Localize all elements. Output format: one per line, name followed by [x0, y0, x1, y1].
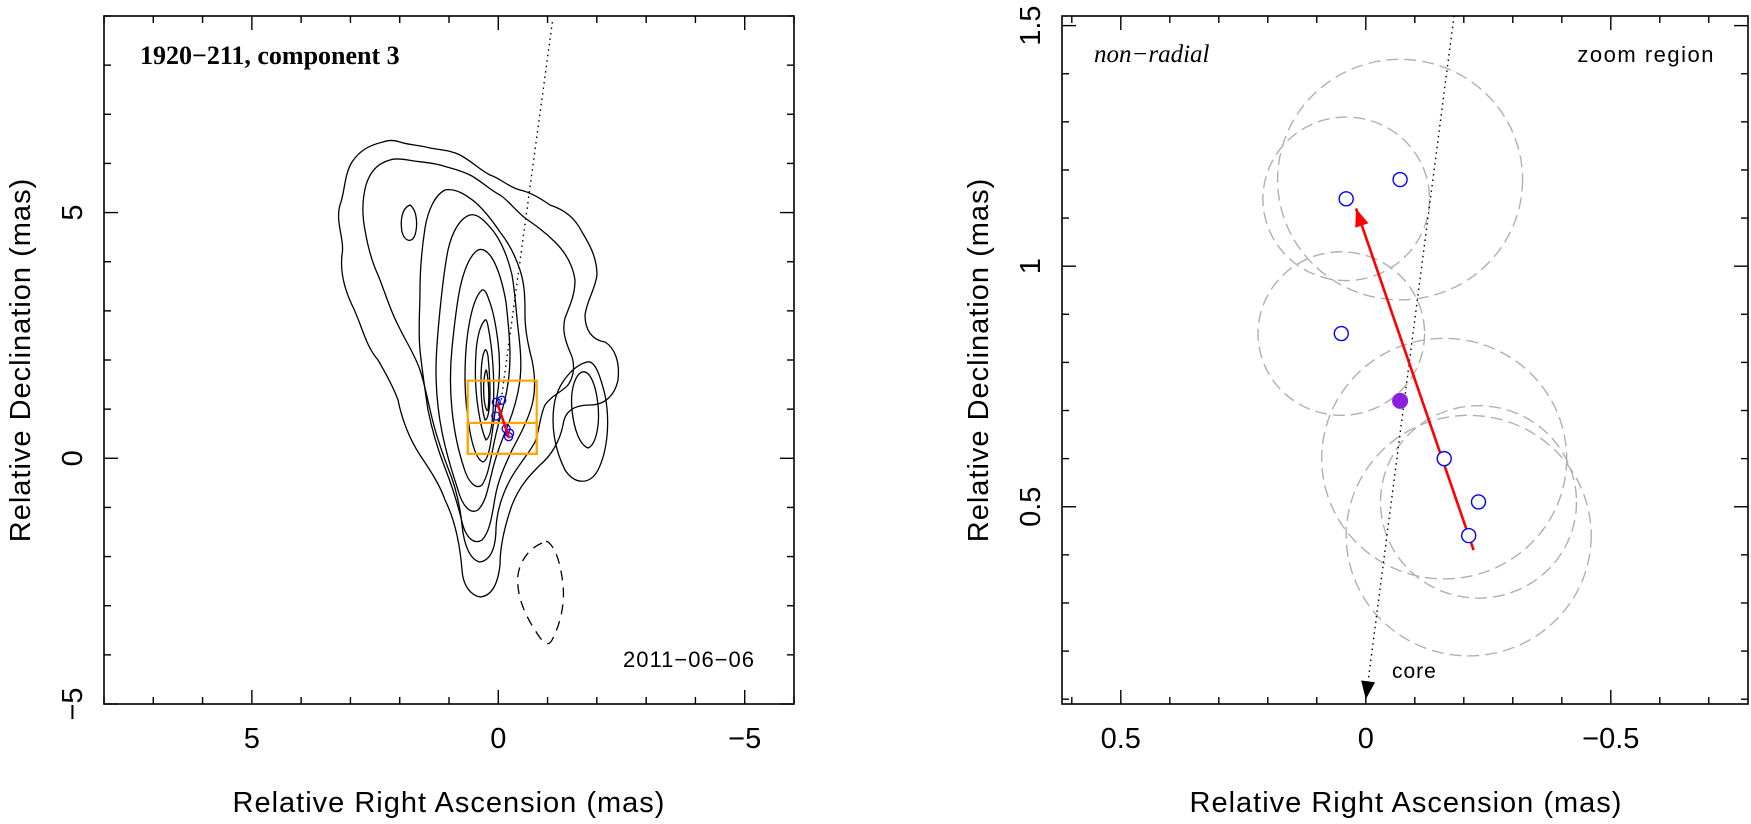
contour-level-2	[362, 158, 576, 563]
right-zoom-region-label: zoom region	[1577, 42, 1715, 67]
contour-level-1	[337, 139, 620, 598]
contour-level-7	[474, 319, 495, 441]
x-tick-label: 0	[1358, 723, 1374, 755]
x-tick-label: −0.5	[1582, 723, 1639, 755]
left-panel: 1920−211, component 3 2011−06−06 5 0 −5 −5…	[5, 15, 795, 819]
component-size-circle	[1262, 116, 1431, 282]
left-y-tick-labels: −5 0 5	[57, 205, 89, 721]
contour-level-4	[435, 214, 522, 512]
component-size-circle	[1345, 414, 1592, 657]
contour-level-3	[418, 189, 536, 543]
component-marker	[1338, 191, 1354, 207]
right-axes-ticks	[1062, 16, 1748, 704]
component-marker	[491, 397, 501, 407]
contour-level-6	[464, 289, 501, 463]
y-tick-label: 1	[1015, 258, 1047, 274]
component-size-circle	[1379, 405, 1578, 599]
component-marker	[1470, 494, 1487, 510]
contour-map	[337, 139, 620, 645]
jet-axis-line	[497, 20, 554, 422]
core-arrowhead	[1361, 680, 1376, 700]
motion-vector	[1354, 208, 1475, 551]
core-label: core	[1392, 660, 1437, 683]
left-y-axis-label: Relative Declination (mas)	[5, 178, 37, 542]
y-tick-label: 1.5	[1015, 5, 1047, 45]
right-panel: non−radial zoom region core 0.5 0 −0.5 0.5…	[963, 5, 1749, 819]
motion-vector	[496, 402, 511, 439]
y-tick-label: −5	[57, 687, 89, 720]
component-marker	[1436, 450, 1452, 467]
y-tick-label: 5	[57, 205, 89, 221]
component-size-circle	[1257, 251, 1426, 417]
component-marker	[491, 411, 501, 421]
x-tick-label: 5	[244, 723, 260, 755]
contour-level-8	[480, 349, 491, 421]
y-tick-label: 0.5	[1015, 487, 1047, 527]
y-tick-label: 0	[57, 450, 89, 466]
right-plot-frame	[1061, 15, 1749, 705]
right-overlays	[1257, 16, 1592, 700]
left-axes-ticks	[103, 15, 795, 705]
right-y-tick-labels: 0.5 1 1.5	[1015, 5, 1047, 526]
x-tick-label: −5	[728, 723, 761, 755]
component-marker	[1392, 171, 1408, 188]
zoom-box	[466, 421, 538, 455]
component-marker	[497, 395, 507, 405]
contour-level-5	[449, 248, 511, 488]
contour-island-1	[400, 204, 418, 241]
left-x-tick-labels: 5 0 −5	[244, 723, 761, 755]
right-y-axis-label: Relative Declination (mas)	[963, 178, 995, 542]
component-marker	[1460, 527, 1477, 544]
right-x-axis-label: Relative Right Ascension (mas)	[1190, 787, 1623, 819]
left-plot-frame	[103, 15, 795, 705]
jet-axis-line	[1365, 16, 1455, 700]
x-tick-label: 0.5	[1101, 723, 1141, 755]
mean-position-marker	[1392, 392, 1409, 409]
component-marker	[1333, 325, 1350, 342]
right-x-tick-labels: 0.5 0 −0.5	[1101, 723, 1640, 755]
contour-level-9	[482, 369, 490, 412]
contour-island-2	[570, 371, 600, 449]
motion-vector-arrowhead	[1355, 208, 1369, 228]
component-size-circle	[1276, 58, 1524, 301]
contour-island-3	[552, 361, 609, 482]
left-overlays	[466, 20, 554, 455]
left-x-axis-label: Relative Right Ascension (mas)	[233, 787, 666, 819]
left-panel-title: 1920−211, component 3	[140, 41, 400, 70]
negative-contour	[517, 540, 565, 645]
right-panel-label: non−radial	[1094, 41, 1210, 68]
left-date-label: 2011−06−06	[623, 647, 755, 672]
x-tick-label: 0	[490, 723, 506, 755]
